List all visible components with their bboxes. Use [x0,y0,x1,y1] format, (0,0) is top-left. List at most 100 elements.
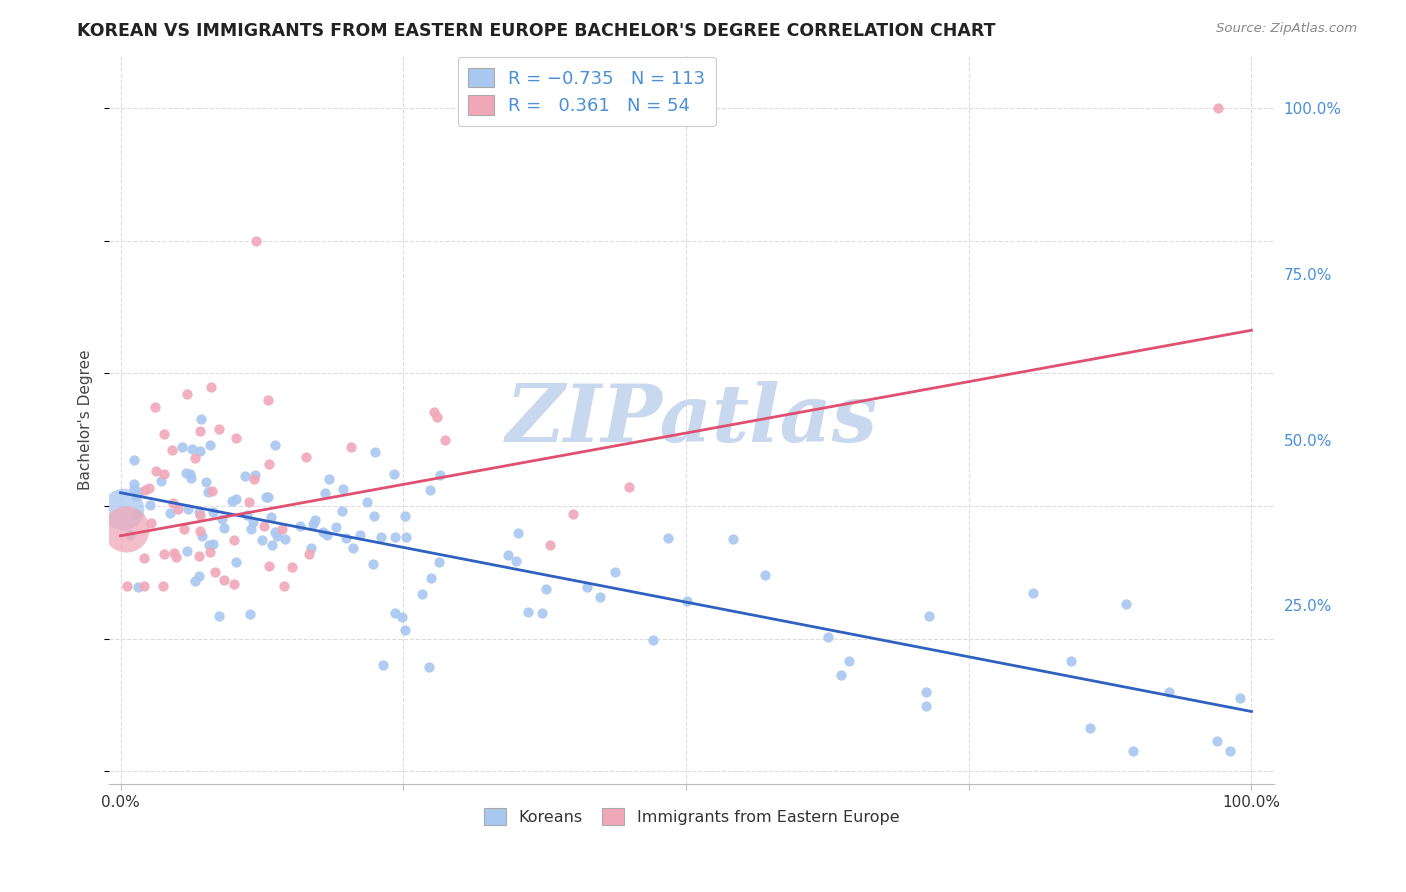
Point [167,501,190,516]
Point [314,485,336,500]
Point [188,568,211,582]
Point [575,580,598,594]
Point [122,476,145,491]
Point [603,565,626,579]
Point [391,610,413,624]
Point [676,593,699,607]
Point [281,559,304,574]
Point [423,404,446,418]
Point [127,580,149,594]
Point [534,582,557,597]
Point [143,401,166,415]
Point [202,505,225,519]
Point [817,630,839,644]
Point [139,498,162,512]
Point [152,578,174,592]
Point [115,578,138,592]
Point [183,574,205,589]
Point [225,432,247,446]
Point [271,522,294,536]
Point [165,549,187,564]
Point [517,605,540,619]
Point [420,571,443,585]
Point [184,450,207,465]
Point [238,495,260,509]
Point [162,546,184,560]
Point [134,483,156,497]
Point [429,467,451,482]
Point [325,520,347,534]
Point [221,494,243,508]
Point [115,522,138,536]
Point [197,485,219,500]
Point [124,489,146,503]
Point [132,578,155,592]
Point [211,512,233,526]
Point [159,507,181,521]
Point [1080,721,1102,735]
Point [915,685,938,699]
Point [242,515,264,529]
Point [257,457,280,471]
Point [197,538,219,552]
Point [411,587,433,601]
Text: ZIPatlas: ZIPatlas [506,381,877,458]
Point [170,440,193,454]
Point [256,392,278,407]
Point [370,530,392,544]
Point [1219,744,1241,758]
Point [208,609,231,624]
Point [363,558,385,572]
Point [122,453,145,467]
Point [1229,690,1251,705]
Point [153,547,176,561]
Point [250,533,273,547]
Point [304,513,326,527]
Point [153,426,176,441]
Point [225,491,247,506]
Point [222,533,245,548]
Point [257,491,280,505]
Point [201,537,224,551]
Point [332,482,354,496]
Point [1115,597,1137,611]
Point [340,441,363,455]
Point [173,522,195,536]
Point [1206,101,1229,115]
Point [273,578,295,592]
Point [190,529,212,543]
Point [342,541,364,555]
Point [262,538,284,552]
Point [180,470,202,484]
Point [382,467,405,481]
Point [427,555,450,569]
Point [298,547,321,561]
Point [371,658,394,673]
Point [395,530,418,544]
Point [208,422,231,436]
Point [239,607,262,621]
Point [188,508,211,522]
Text: KOREAN VS IMMIGRANTS FROM EASTERN EUROPE BACHELOR'S DEGREE CORRELATION CHART: KOREAN VS IMMIGRANTS FROM EASTERN EUROPE… [77,22,995,40]
Point [418,660,440,674]
Point [188,524,211,538]
Point [188,549,211,564]
Point [125,507,148,521]
Y-axis label: Bachelor's Degree: Bachelor's Degree [79,350,93,490]
Point [266,529,288,543]
Legend: Koreans, Immigrants from Eastern Europe: Koreans, Immigrants from Eastern Europe [477,802,905,831]
Point [301,517,323,532]
Point [174,466,197,480]
Point [188,443,211,458]
Point [1060,654,1083,668]
Point [619,480,641,494]
Point [150,474,173,488]
Point [332,504,354,518]
Point [508,525,530,540]
Point [141,516,163,531]
Point [1206,733,1229,747]
Point [641,632,664,647]
Point [236,508,259,523]
Point [162,496,184,510]
Point [225,555,247,569]
